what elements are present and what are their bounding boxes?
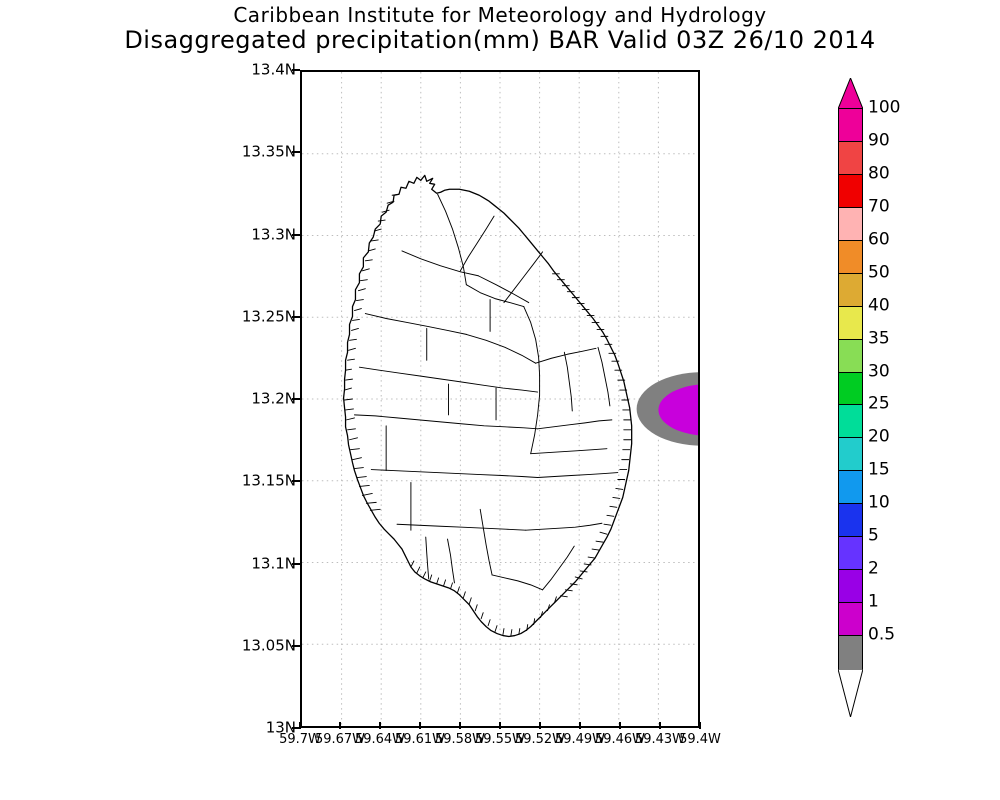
- colorbar-tick-label: 25: [868, 393, 890, 414]
- y-axis-tick-label: 13.15N: [241, 471, 296, 490]
- parish-boundaries: [353, 193, 619, 591]
- colorbar-band: [839, 603, 862, 636]
- colorbar-band: [839, 438, 862, 472]
- x-axis-tick-label: 59.7W: [279, 732, 321, 747]
- barbados-map: [342, 174, 633, 638]
- precipitation-overlay: [636, 372, 698, 446]
- colorbar-tick-label: 30: [868, 361, 890, 382]
- x-axis-tick-label: 59.61W: [394, 732, 446, 747]
- y-axis-tick-mark: [292, 398, 300, 400]
- colorbar-tick-label: 0.5: [868, 624, 896, 645]
- precipitation-cell-magenta: [658, 384, 698, 436]
- x-axis-tick-label: 59.55W: [474, 732, 526, 747]
- y-axis-tick-mark: [292, 315, 300, 318]
- colorbar-band: [839, 504, 862, 538]
- y-axis-tick-mark: [292, 727, 300, 729]
- grid-lines: [302, 72, 698, 726]
- x-axis-tick-mark: [699, 722, 701, 729]
- colorbar-tick-label: 2: [868, 558, 879, 579]
- colorbar-band: [839, 405, 862, 439]
- colorbar-tick-label: 15: [868, 459, 890, 480]
- y-axis-tick-label: 13.1N: [251, 554, 296, 572]
- colorbar-band: [839, 339, 862, 373]
- x-axis-tick-mark: [659, 722, 661, 729]
- x-axis-tick-mark: [619, 722, 621, 729]
- institute-title: Caribbean Institute for Meteorology and …: [233, 3, 767, 27]
- colorbar-band: [839, 174, 862, 208]
- coast-hatching-south: [410, 560, 557, 637]
- colorbar-tick-label: 5: [868, 525, 879, 546]
- colorbar-band: [839, 306, 862, 340]
- x-axis-tick-label: 59.58W: [434, 732, 486, 747]
- y-axis-tick-mark: [292, 562, 300, 565]
- colorbar-band: [839, 109, 862, 142]
- x-axis-tick-label: 59.4W: [679, 732, 721, 747]
- y-axis-tick-label: 13.25N: [241, 307, 296, 326]
- colorbar-tick-label: 35: [868, 328, 890, 349]
- x-axis-tick-mark: [499, 722, 501, 729]
- chart-title-block: Caribbean Institute for Meteorology and …: [0, 4, 1000, 54]
- x-axis-tick-mark: [339, 722, 341, 729]
- y-axis-tick-mark: [292, 151, 300, 154]
- x-axis-tick-mark: [379, 722, 381, 729]
- coast-hatching-east: [552, 273, 632, 598]
- x-axis-tick-label: 59.46W: [594, 732, 646, 747]
- colorbar-tick-label: 10: [868, 492, 890, 513]
- colorbar-above-max-arrow: [838, 78, 863, 109]
- colorbar-band: [839, 141, 862, 175]
- colorbar-tick-label: 20: [868, 426, 890, 447]
- colorbar-below-min-arrow: [838, 669, 863, 717]
- y-axis-tick-label: 13.4N: [251, 60, 296, 79]
- x-axis-tick-label: 59.67W: [314, 732, 366, 747]
- barbados-coastline: [342, 174, 633, 638]
- x-axis-tick-mark: [539, 722, 541, 729]
- colorbar-tick-label: 100: [868, 97, 901, 118]
- colorbar-tick-label: 60: [868, 229, 890, 250]
- page-title: Disaggregated precipitation(mm) BAR Vali…: [124, 26, 876, 54]
- x-axis-tick-label: 59.52W: [514, 732, 566, 747]
- colorbar-tick-label: 1: [868, 591, 879, 612]
- y-axis-tick-label: 13.2N: [251, 389, 296, 408]
- x-axis-tick-label: 59.49W: [554, 732, 606, 747]
- y-axis-tick-label: 13.35N: [241, 142, 296, 161]
- x-axis-tick-mark: [299, 722, 301, 729]
- x-axis-tick-mark: [459, 722, 461, 729]
- colorbar-tick-label: 70: [868, 196, 890, 217]
- y-axis-tick-label: 13.05N: [241, 636, 296, 655]
- colorbar-band: [839, 570, 862, 604]
- coast-hatching-west: [344, 193, 400, 511]
- y-axis-tick-label: 13N: [265, 718, 296, 737]
- x-axis-tick-label: 59.64W: [354, 732, 406, 747]
- y-axis-tick-label: 13.3N: [251, 225, 296, 243]
- x-axis-tick-mark: [579, 722, 581, 729]
- colorbar-band: [839, 372, 862, 406]
- colorbar-band: [839, 636, 862, 669]
- y-axis-tick-mark: [292, 69, 300, 71]
- map-canvas: [302, 72, 698, 726]
- y-axis-tick-mark: [292, 480, 300, 483]
- x-axis-tick-label: 59.43W: [634, 732, 686, 747]
- colorbar-tick-label: 80: [868, 163, 890, 184]
- colorbar-tick-label: 50: [868, 262, 890, 283]
- colorbar-band: [839, 537, 862, 571]
- colorbar-tick-label: 90: [868, 130, 890, 151]
- colorbar-band: [839, 273, 862, 307]
- colorbar-tick-label: 40: [868, 295, 890, 316]
- colorbar: [838, 108, 863, 670]
- colorbar-band: [839, 207, 862, 241]
- map-plot-area: [300, 70, 700, 728]
- colorbar-band: [839, 240, 862, 274]
- y-axis-tick-mark: [292, 233, 300, 236]
- x-axis-tick-mark: [419, 722, 421, 729]
- colorbar-band: [839, 471, 862, 505]
- y-axis-tick-mark: [292, 644, 300, 647]
